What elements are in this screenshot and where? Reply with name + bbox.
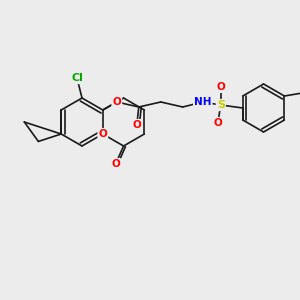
Text: Cl: Cl xyxy=(71,73,83,83)
Text: O: O xyxy=(216,82,225,92)
Text: S: S xyxy=(217,100,225,110)
Text: O: O xyxy=(111,159,120,169)
Text: O: O xyxy=(112,97,121,107)
Text: NH: NH xyxy=(194,97,211,107)
Text: O: O xyxy=(132,120,141,130)
Text: O: O xyxy=(213,118,222,128)
Text: O: O xyxy=(98,129,107,139)
